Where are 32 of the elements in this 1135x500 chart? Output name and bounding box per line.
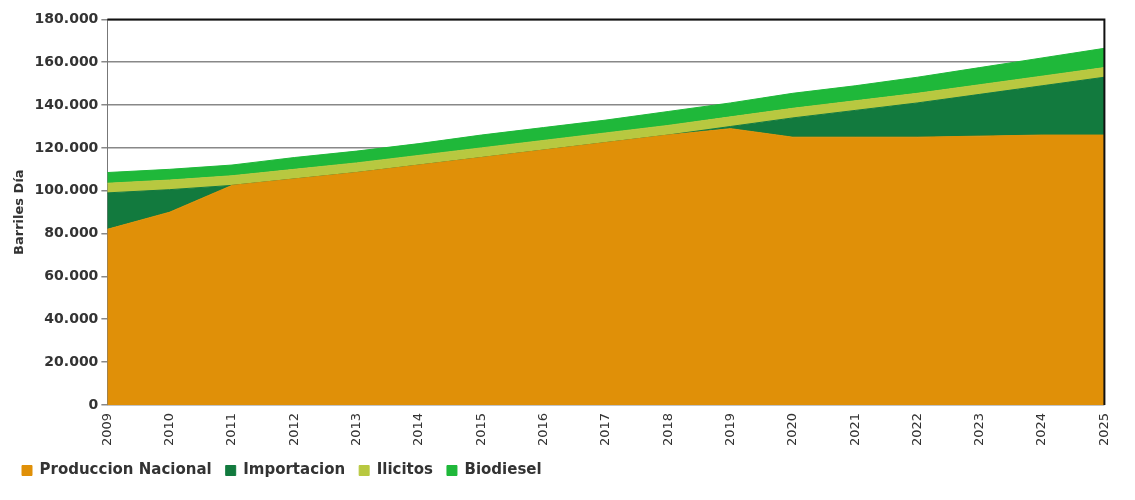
x-tick-label: 2025	[1095, 412, 1111, 447]
x-tick-label: 2022	[908, 412, 924, 447]
y-tick-label: 100.000	[34, 181, 99, 198]
x-tick-label: 2024	[1033, 412, 1049, 447]
y-tick-label: 120.000	[34, 138, 99, 155]
y-tick-label: 140.000	[34, 95, 99, 112]
y-tick-label: 160.000	[34, 52, 99, 69]
y-tick-label: 0	[88, 395, 99, 412]
x-tick-label: 2012	[285, 412, 301, 447]
y-axis-title: Barriles Día	[11, 169, 27, 255]
x-tick-label: 2017	[597, 412, 613, 447]
x-tick-label: 2015	[472, 412, 488, 447]
x-tick-label: 2016	[534, 412, 550, 447]
x-tick-label: 2009	[98, 412, 114, 447]
legend-label: Ilicitos	[376, 460, 434, 479]
y-tick-label: 60.000	[44, 267, 99, 284]
y-tick-label: 180.000	[34, 10, 99, 27]
x-tick-label: 2023	[971, 412, 987, 447]
x-tick-label: 2021	[846, 412, 862, 447]
y-tick-label: 20.000	[44, 352, 99, 369]
x-tick-label: 2013	[348, 412, 363, 447]
x-tick-label: 2020	[784, 412, 800, 447]
legend-label: Importacion	[243, 460, 346, 479]
x-tick-label: 2010	[161, 412, 177, 447]
x-tick-label: 2014	[410, 412, 426, 447]
legend-label: Produccion Nacional	[39, 460, 212, 479]
x-tick-label: 2011	[223, 412, 239, 447]
legend-label: Biodiesel	[464, 460, 542, 479]
y-tick-label: 80.000	[44, 224, 99, 241]
x-tick-label: 2019	[721, 412, 737, 447]
x-tick-label: 2018	[659, 412, 675, 447]
y-tick-label: 40.000	[44, 309, 99, 326]
